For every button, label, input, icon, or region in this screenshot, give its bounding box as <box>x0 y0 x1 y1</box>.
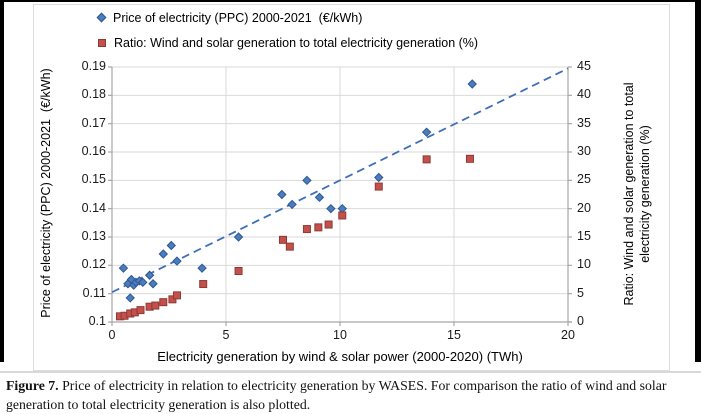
y-right-tick-label: 25 <box>577 172 591 187</box>
figure-caption-text: Price of electricity in relation to elec… <box>6 378 667 412</box>
y-right-axis-title-line1: Ratio: Wind and solar generation to tota… <box>622 82 636 306</box>
y-right-tick-label: 35 <box>577 115 591 130</box>
y-left-tick-label: 0.16 <box>81 144 106 158</box>
legend-item-price: Price of electricity (PPC) 2000-2021 (€/… <box>96 10 363 25</box>
ratio-series-square-icon <box>98 38 106 47</box>
y-right-axis-title: Ratio: Wind and solar generation to tota… <box>621 44 653 344</box>
figure-bottom-rule <box>0 371 701 373</box>
figure-caption-number: Figure 7. <box>6 378 59 393</box>
chart-plot-background <box>33 4 670 371</box>
y-left-tick-label: 0.18 <box>81 87 106 102</box>
x-axis-title: Electricity generation by wind & solar p… <box>157 349 523 364</box>
figure-caption: Figure 7. Price of electricity in relati… <box>6 377 698 414</box>
legend-label-ratio: Ratio: Wind and solar generation to tota… <box>114 35 479 50</box>
y-right-tick-label: 20 <box>577 200 591 215</box>
x-tick-label: 10 <box>333 328 347 342</box>
y-left-axis-title: Price of electricity (PPC) 2000-2021 (€/… <box>39 68 53 318</box>
y-left-tick-label: 0.15 <box>81 172 106 187</box>
y-right-axis-title-line2: electricity generation (%) <box>638 125 652 263</box>
price-series-diamond-icon <box>96 12 107 23</box>
x-tick-label: 15 <box>447 328 461 342</box>
figure-frame-top-border <box>0 0 701 2</box>
y-right-tick-label: 45 <box>577 59 591 73</box>
y-right-tick-label: 40 <box>577 87 591 102</box>
legend-label-price: Price of electricity (PPC) 2000-2021 (€/… <box>113 10 363 25</box>
y-left-tick-label: 0.19 <box>81 59 106 73</box>
x-tick-label: 5 <box>222 328 230 342</box>
y-left-tick-label: 0.12 <box>81 257 106 272</box>
y-right-tick-label: 15 <box>577 229 591 243</box>
y-left-tick-label: 0.1 <box>88 314 106 328</box>
y-right-tick-label: 0 <box>577 314 584 328</box>
figure-frame-right-border <box>695 0 701 362</box>
y-left-tick-label: 0.13 <box>81 229 106 243</box>
x-tick-label: 0 <box>108 328 116 342</box>
y-left-tick-label: 0.11 <box>82 285 106 300</box>
y-left-tick-label: 0.17 <box>81 115 106 130</box>
figure-frame-left-border <box>0 0 4 362</box>
y-left-tick-label: 0.14 <box>81 200 106 215</box>
y-right-tick-label: 5 <box>577 285 584 300</box>
y-right-tick-label: 10 <box>577 257 591 272</box>
legend-item-ratio: Ratio: Wind and solar generation to tota… <box>98 35 478 50</box>
x-tick-label: 20 <box>561 328 575 342</box>
y-right-tick-label: 30 <box>577 144 591 158</box>
